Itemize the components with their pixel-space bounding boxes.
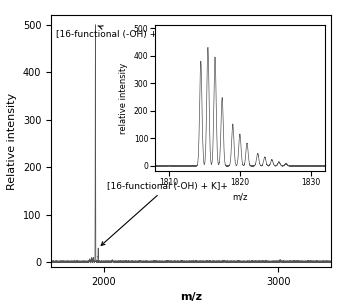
X-axis label: m/z: m/z <box>180 292 202 302</box>
Text: [16-functional (-OH) + Na]+: [16-functional (-OH) + Na]+ <box>56 26 184 39</box>
Y-axis label: Relative intensity: Relative intensity <box>8 93 17 190</box>
Text: [16-functional (-OH) + K]+: [16-functional (-OH) + K]+ <box>101 182 228 245</box>
